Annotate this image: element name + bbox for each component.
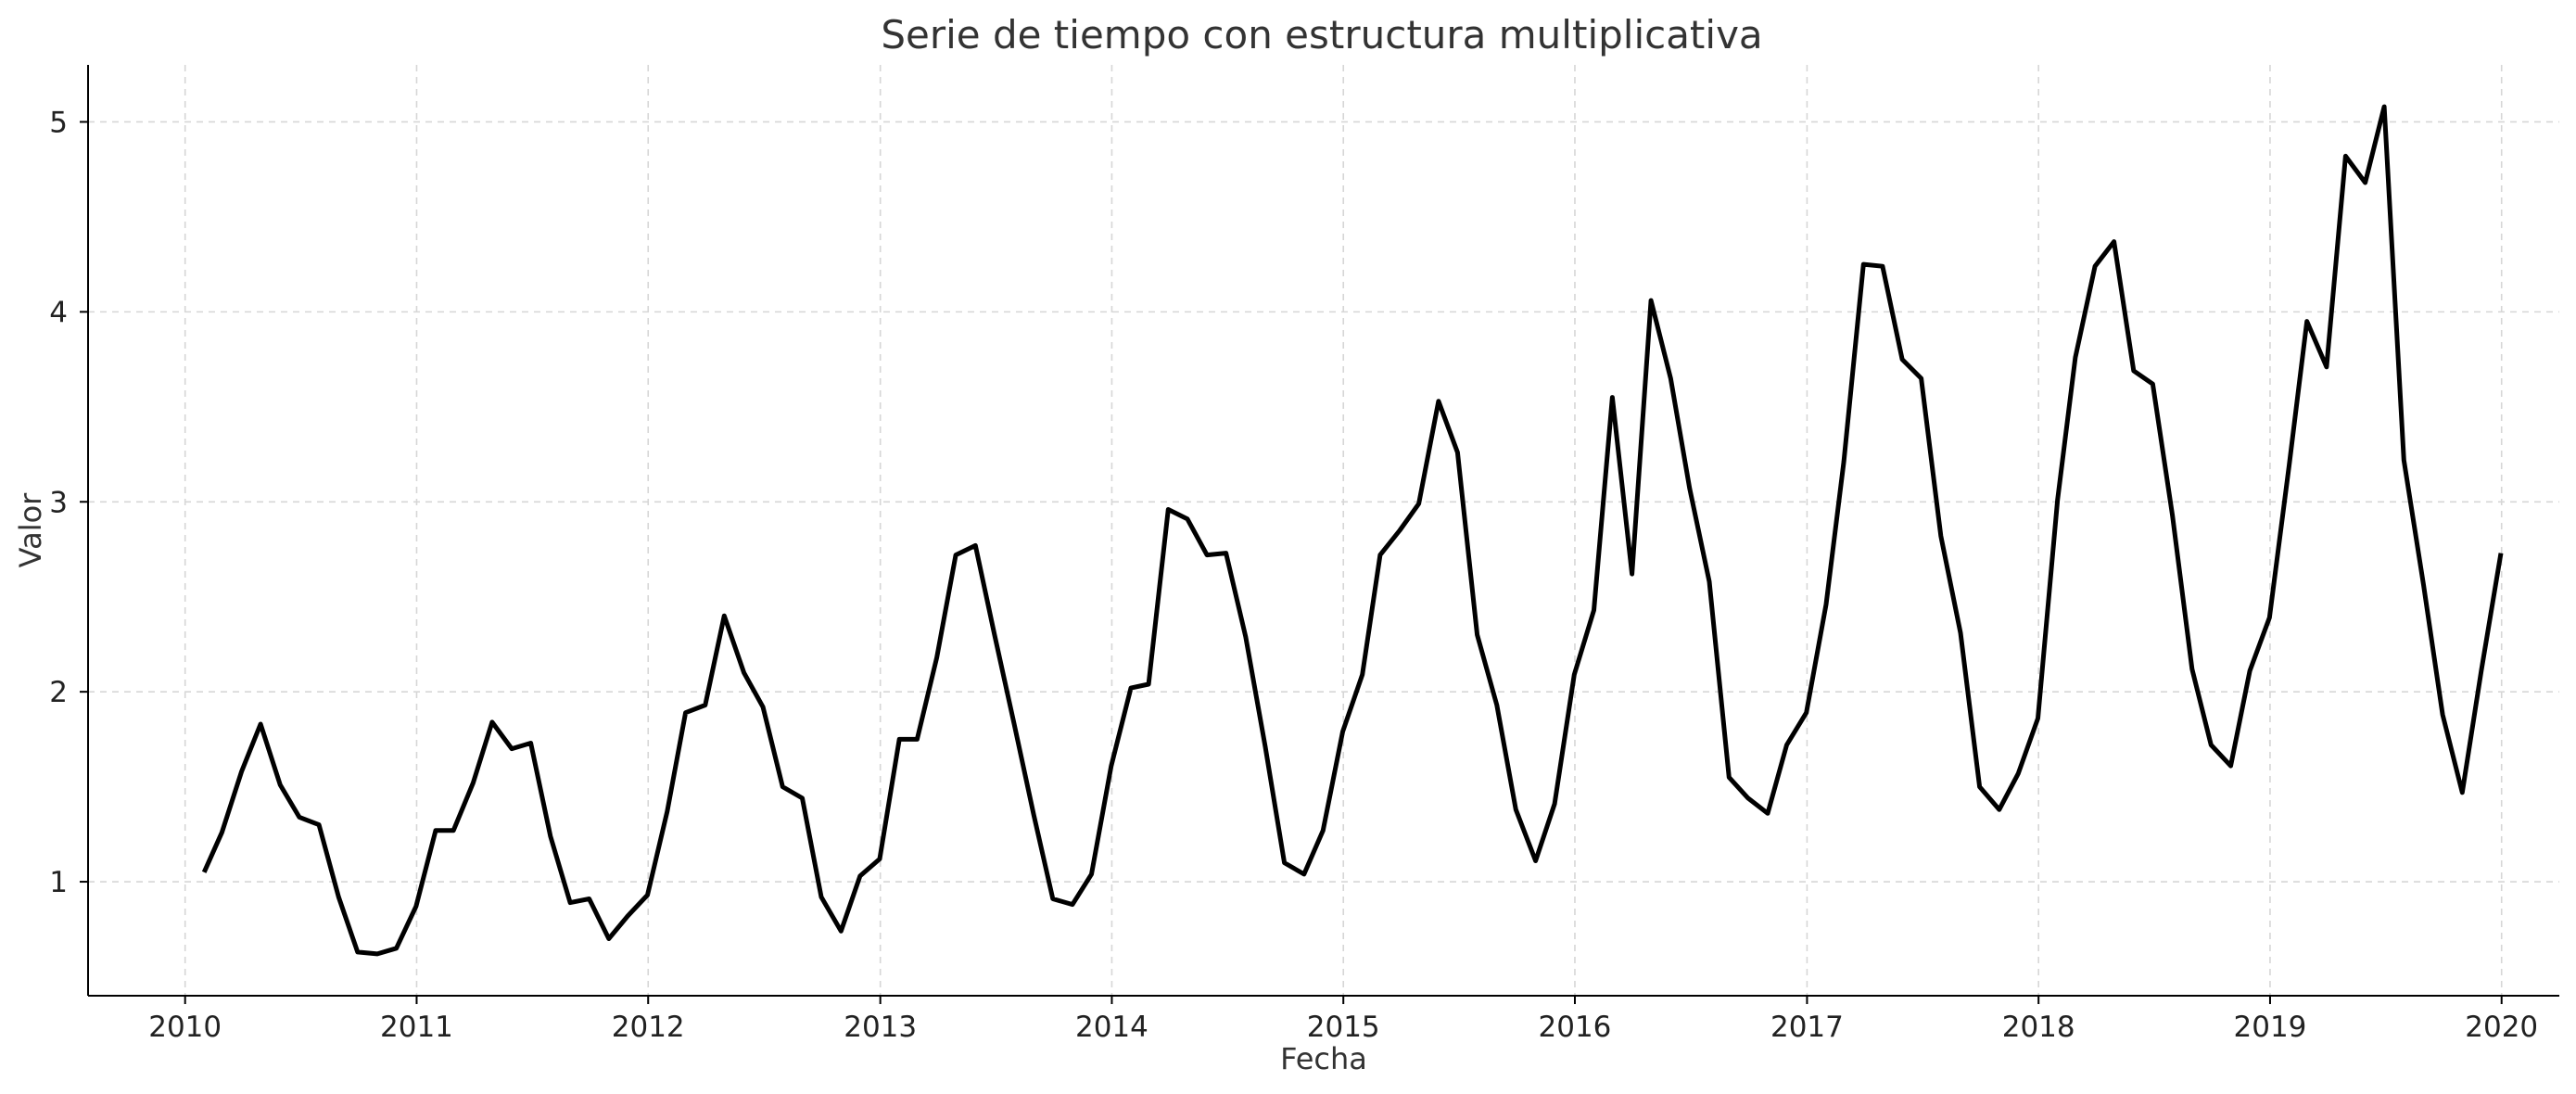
y-axis-label: Valor bbox=[13, 492, 48, 567]
x-tick-label: 2018 bbox=[2002, 1011, 2075, 1044]
y-tick-label: 1 bbox=[49, 866, 68, 899]
x-tick-label: 2016 bbox=[1539, 1011, 1612, 1044]
y-tick-label: 5 bbox=[49, 106, 68, 139]
x-tick-label: 2020 bbox=[2465, 1011, 2538, 1044]
x-axis-label: Fecha bbox=[1280, 1041, 1367, 1076]
x-tick-label: 2019 bbox=[2234, 1011, 2307, 1044]
y-tick-label: 3 bbox=[49, 486, 68, 519]
x-tick-label: 2013 bbox=[844, 1011, 917, 1044]
x-tick-label: 2012 bbox=[612, 1011, 685, 1044]
x-tick-label: 2010 bbox=[148, 1011, 222, 1044]
x-tick-label: 2014 bbox=[1075, 1011, 1148, 1044]
x-tick-label: 2017 bbox=[1770, 1011, 1844, 1044]
y-tick-label: 4 bbox=[49, 296, 68, 329]
series-line bbox=[201, 104, 2504, 957]
y-tick-label: 2 bbox=[49, 676, 68, 709]
axis-ticks: 2010 2011 2012 2013 2014 2015 2016 2017 2018 2019… bbox=[49, 106, 2538, 1044]
x-tick-label: 2011 bbox=[380, 1011, 453, 1044]
grid bbox=[88, 65, 2559, 996]
chart-title: Serie de tiempo con estructura multiplic… bbox=[881, 12, 1762, 57]
x-tick-label: 2015 bbox=[1307, 1011, 1380, 1044]
